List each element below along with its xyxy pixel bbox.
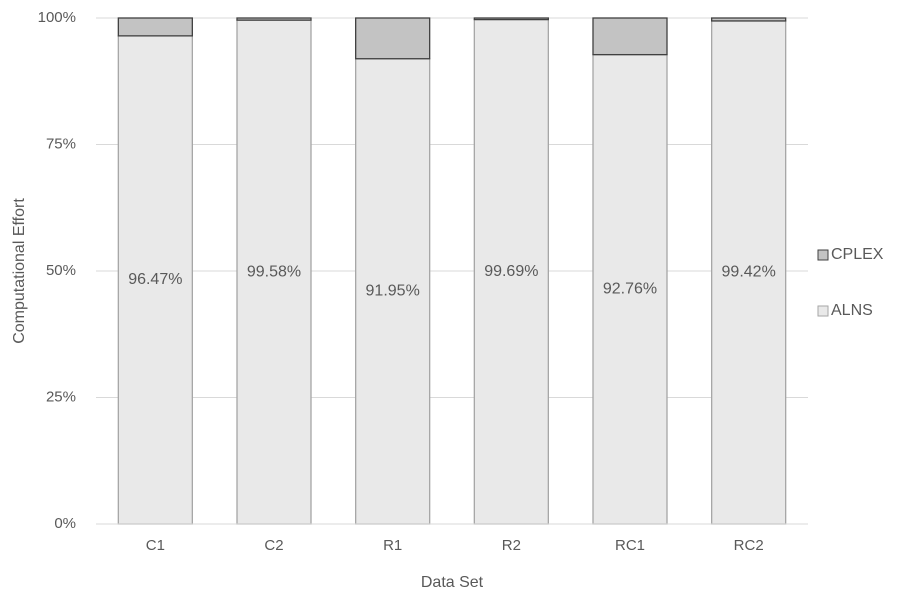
bar-segment [711,17,787,22]
y-axis-title: Computational Effort [11,198,28,344]
legend-swatch [817,249,829,261]
data-label: 91.95% [366,283,420,300]
legend-label: CPLEX [831,246,884,263]
legend-swatch [817,305,829,317]
x-tick-label: R1 [383,537,402,554]
bar-segment [117,17,193,37]
y-tick-label: 75% [46,135,76,152]
data-label: 99.69% [484,263,538,280]
y-tick-label: 100% [38,9,76,26]
x-tick-label: R2 [502,537,521,554]
bar-segment [473,17,549,21]
x-axis-title: Data Set [421,574,484,591]
x-tick-label: C1 [146,537,165,554]
bar-segment [355,17,431,60]
y-tick-label: 25% [46,388,76,405]
data-label: 99.58% [247,263,301,280]
bar-segment [236,17,312,21]
bar-segment [592,17,668,56]
y-tick-label: 0% [54,515,76,532]
data-label: 99.42% [722,264,776,281]
x-tick-label: RC2 [734,537,764,554]
x-tick-label: C2 [264,537,283,554]
legend-label: ALNS [831,302,873,319]
bar-segment [117,35,193,525]
x-tick-label: RC1 [615,537,645,554]
data-label: 92.76% [603,281,657,298]
y-tick-label: 50% [46,262,76,279]
data-label: 96.47% [128,271,182,288]
